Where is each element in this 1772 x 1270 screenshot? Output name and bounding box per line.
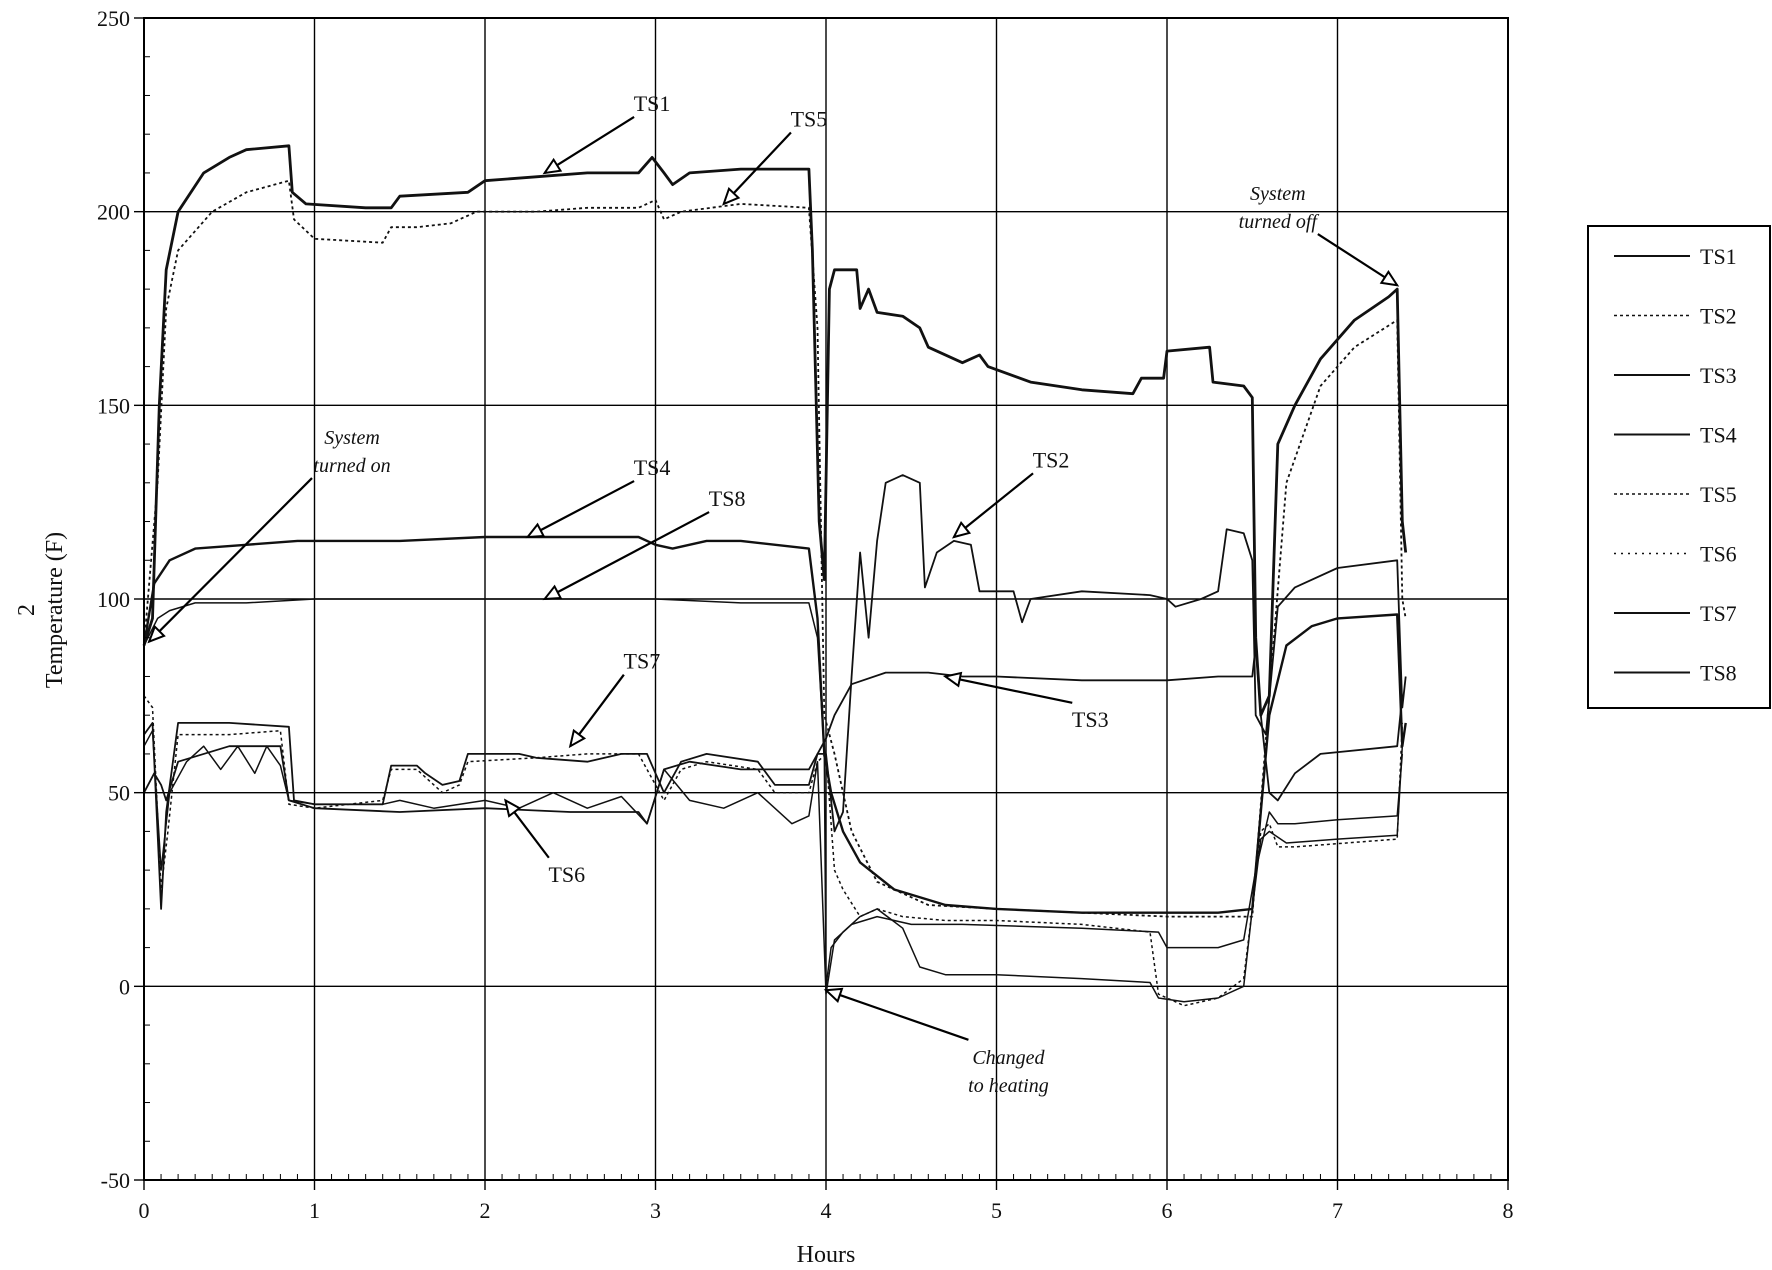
label-ts3-arrowhead	[942, 671, 963, 688]
series-labels: TS1 TS5 TS4 TS8 TS7 TS6 TS2 TS3	[503, 91, 1109, 887]
annotation-0-arrowhead	[147, 624, 166, 644]
x-tick-label: 3	[650, 1198, 661, 1223]
y-tick-label: 250	[97, 6, 130, 31]
y-tick-label: 100	[97, 587, 130, 612]
annotation-2-arrowhead	[823, 987, 844, 1003]
series-line-ts5	[143, 179, 1407, 918]
label-ts7: TS7	[624, 649, 661, 674]
legend-label-ts4: TS4	[1700, 423, 1737, 448]
annotation-0-arrow-line	[148, 477, 313, 643]
series-line-ts8	[143, 598, 1404, 1003]
label-ts5-arrow-line	[722, 131, 792, 205]
y-tick-label: 50	[108, 781, 130, 806]
label-ts6: TS6	[548, 862, 585, 887]
series-line-ts3	[143, 644, 1404, 825]
label-ts8-arrow-line	[544, 511, 710, 600]
series-line-ts4	[142, 535, 1407, 914]
label-ts5-arrowhead	[722, 187, 741, 206]
annotation-text: Changed	[972, 1047, 1045, 1069]
label-ts5: TS5	[791, 106, 828, 131]
y-axis-marker: 2	[14, 604, 40, 616]
series-line-ts7	[143, 729, 1404, 995]
label-ts8: TS8	[709, 486, 746, 511]
label-ts2-arrow-line	[953, 472, 1034, 538]
legend-label-ts8: TS8	[1700, 661, 1737, 686]
legend-label-ts2: TS2	[1700, 304, 1737, 329]
x-tick-label: 8	[1503, 1198, 1514, 1223]
legend-label-ts6: TS6	[1700, 542, 1737, 567]
annotation-text: System	[324, 427, 380, 449]
annotation-text: System	[1250, 183, 1306, 205]
label-ts1: TS1	[634, 91, 671, 116]
x-tick-label: 6	[1162, 1198, 1173, 1223]
label-ts1-arrow-line	[544, 116, 635, 174]
label-ts4-arrowhead	[525, 522, 546, 539]
annotation-text: to heating	[968, 1075, 1049, 1097]
legend-label-ts3: TS3	[1700, 363, 1737, 388]
annotations: System turned on System turned off Changed to…	[147, 183, 1400, 1097]
x-tick-label: 5	[991, 1198, 1002, 1223]
series-lines	[142, 144, 1408, 1007]
series-line-ts6	[143, 695, 1404, 1007]
y-tick-label: 200	[97, 200, 130, 225]
axis-ticks: 0 1 2 3 4 5 6 7 8 -50 0 50 100 150 200 250	[97, 6, 1514, 1223]
label-ts8-arrowhead	[542, 584, 563, 601]
annotation-text: turned off	[1239, 211, 1320, 233]
legend-label-ts7: TS7	[1700, 601, 1737, 626]
series-line-ts1	[142, 144, 1408, 717]
x-axis-title: Hours	[797, 1242, 856, 1268]
legend-label-ts1: TS1	[1700, 244, 1737, 269]
label-ts2: TS2	[1033, 447, 1070, 472]
annotation-1-arrowhead	[1379, 270, 1400, 287]
annotation-1-arrow-line	[1317, 233, 1398, 287]
y-tick-label: 150	[97, 393, 130, 418]
label-ts1-arrowhead	[542, 157, 563, 175]
label-ts4-arrow-line	[527, 480, 635, 539]
label-ts3: TS3	[1072, 707, 1109, 732]
x-tick-label: 1	[309, 1198, 320, 1223]
x-tick-label: 0	[139, 1198, 150, 1223]
y-tick-label: 0	[119, 974, 130, 999]
label-ts2-arrowhead	[951, 520, 972, 539]
legend-box	[1587, 225, 1771, 709]
annotation-2-arrow-line	[825, 989, 969, 1041]
label-ts7-arrowhead	[568, 728, 587, 749]
legend: TS1 TS2 TS3 TS4 TS5 TS6 TS7 TS8	[1587, 225, 1771, 709]
series-line-ts2	[143, 474, 1407, 910]
annotation-text: turned on	[313, 455, 390, 477]
y-axis-title: Temperature (F)	[42, 532, 68, 688]
legend-label-ts5: TS5	[1700, 482, 1737, 507]
y-tick-label: -50	[101, 1168, 130, 1193]
x-tick-label: 4	[821, 1198, 832, 1223]
label-ts6-arrowhead	[503, 798, 522, 818]
x-tick-label: 7	[1332, 1198, 1343, 1223]
label-ts4: TS4	[634, 455, 671, 480]
x-tick-label: 2	[480, 1198, 491, 1223]
label-ts3-arrow-line	[945, 675, 1073, 704]
